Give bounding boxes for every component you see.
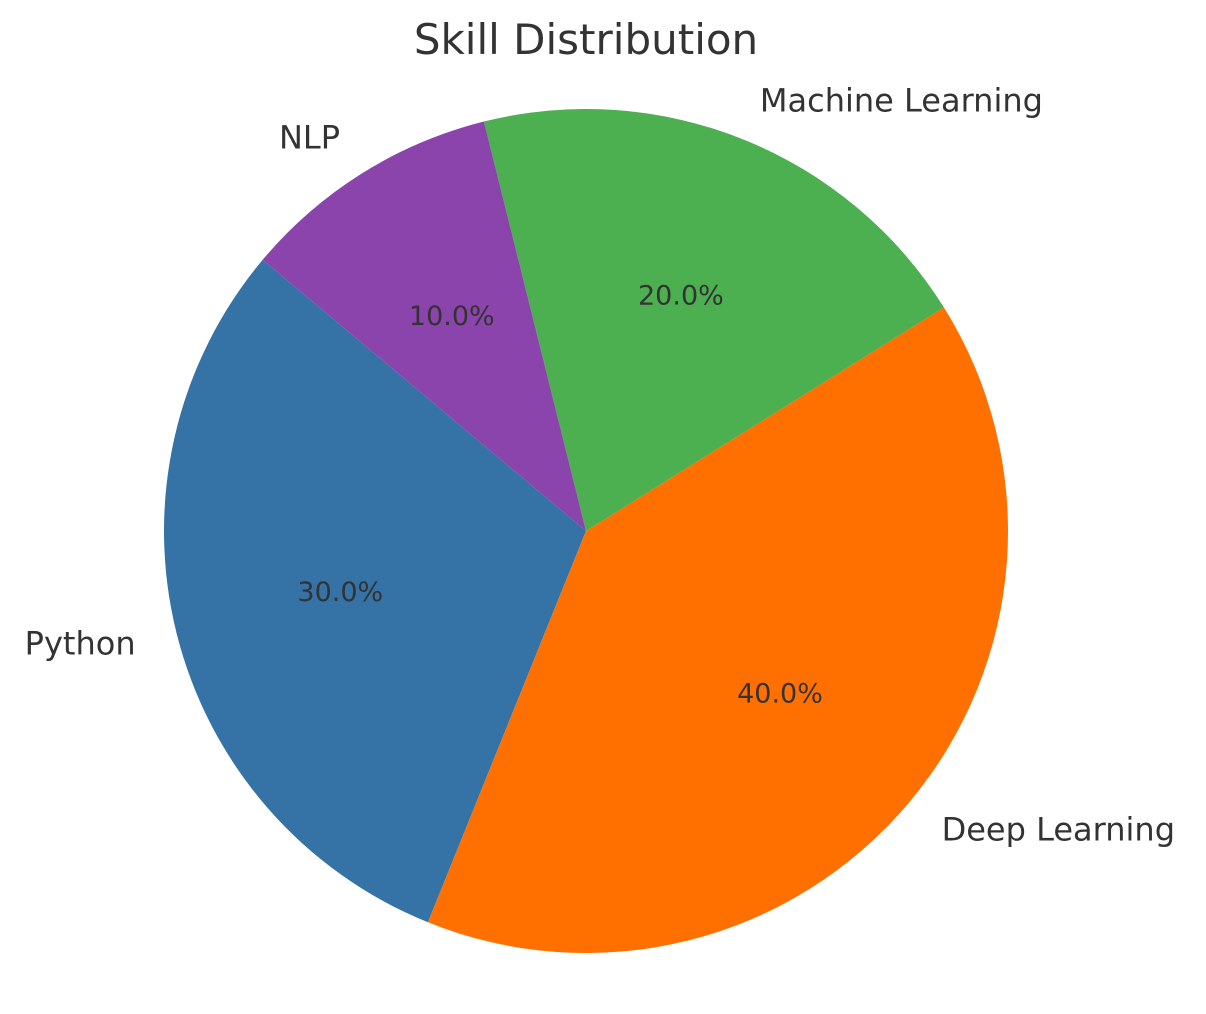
pie-slice-machine-learning <box>483 109 944 532</box>
slice-label-nlp: NLP <box>279 118 340 156</box>
pie-slice-python <box>164 259 587 923</box>
chart-title: Skill Distribution <box>414 15 758 64</box>
slice-label-deep-learning: Deep Learning <box>942 810 1175 848</box>
slice-label-python: Python <box>25 624 136 662</box>
pie-slice-nlp <box>262 121 586 531</box>
slice-percent-python: 30.0% <box>297 577 383 608</box>
slice-label-machine-learning: Machine Learning <box>760 82 1043 120</box>
slice-percent-nlp: 10.0% <box>409 301 495 332</box>
pie-labels: Python 30.0% Deep Learning 40.0% Machine Lea… <box>25 82 1175 849</box>
pie-slice-deep-learning <box>427 307 1009 953</box>
slice-percent-deep-learning: 40.0% <box>737 678 823 709</box>
slice-percent-machine-learning: 20.0% <box>638 281 724 312</box>
pie-slices <box>164 109 1009 953</box>
